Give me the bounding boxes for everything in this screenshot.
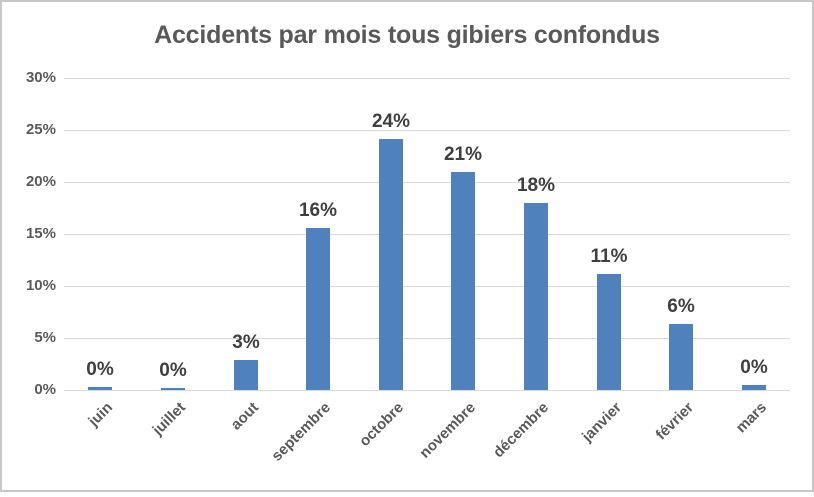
bar-data-label: 18% bbox=[516, 175, 556, 196]
bar bbox=[669, 324, 693, 390]
bar bbox=[742, 385, 766, 390]
bar bbox=[597, 274, 621, 390]
gridline bbox=[64, 234, 790, 235]
bar bbox=[524, 203, 548, 390]
bar-data-label: 11% bbox=[590, 246, 628, 267]
gridline bbox=[64, 130, 790, 131]
y-axis-tick-label: 20% bbox=[25, 173, 56, 190]
bar bbox=[88, 387, 112, 390]
bar-data-label: 16% bbox=[298, 200, 338, 221]
y-axis-tick-label: 25% bbox=[25, 121, 56, 138]
bar-data-label: 0% bbox=[159, 360, 187, 381]
bar bbox=[161, 388, 185, 390]
gridline bbox=[64, 182, 790, 183]
bar-data-label: 6% bbox=[667, 296, 695, 317]
y-axis-tick-label: 10% bbox=[25, 277, 56, 294]
bar-data-label: 0% bbox=[86, 359, 114, 380]
bar-data-label: 3% bbox=[232, 332, 260, 353]
y-axis-tick-label: 30% bbox=[25, 69, 56, 86]
bar-data-label: 24% bbox=[371, 111, 411, 132]
gridline bbox=[64, 390, 790, 391]
bar-data-label: 21% bbox=[443, 144, 483, 165]
bar bbox=[234, 360, 258, 390]
y-axis-tick-label: 0% bbox=[34, 381, 56, 398]
bar-data-label: 0% bbox=[740, 357, 768, 378]
gridline bbox=[64, 338, 790, 339]
gridline bbox=[64, 286, 790, 287]
y-axis-tick-label: 15% bbox=[25, 225, 56, 242]
bar bbox=[379, 139, 403, 390]
chart-title: Accidents par mois tous gibiers confondu… bbox=[154, 21, 660, 49]
bar bbox=[451, 172, 475, 390]
gridline bbox=[64, 78, 790, 79]
bar bbox=[306, 228, 330, 390]
y-axis-tick-label: 5% bbox=[34, 329, 56, 346]
